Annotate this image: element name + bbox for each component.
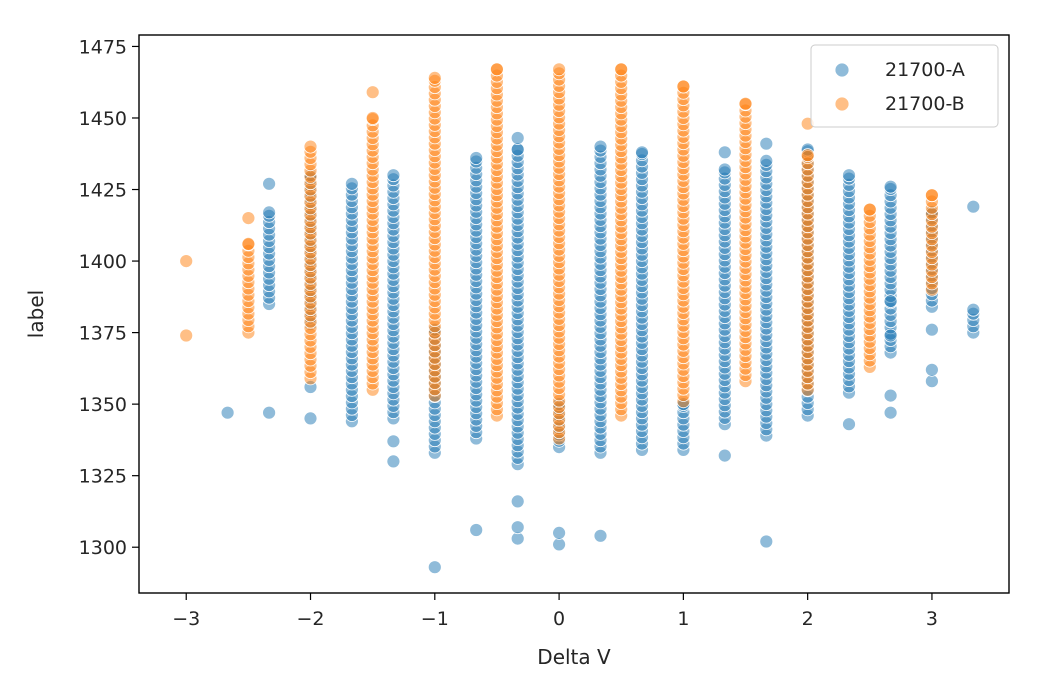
data-point <box>365 111 380 125</box>
data-point <box>966 302 981 317</box>
data-point <box>241 236 256 251</box>
data-point <box>262 176 277 191</box>
data-point <box>552 62 566 77</box>
data-point <box>883 328 898 343</box>
x-tick-label: −1 <box>421 608 449 630</box>
data-point <box>552 537 566 552</box>
data-point <box>427 71 442 85</box>
data-point <box>800 148 815 163</box>
x-tick-label: 2 <box>802 608 814 630</box>
data-point <box>717 448 732 463</box>
data-point <box>759 153 774 168</box>
y-axis-title: label <box>24 290 48 338</box>
data-point <box>676 79 691 94</box>
legend-marker-21700-A <box>834 62 850 78</box>
data-point <box>883 405 898 420</box>
y-axis: 1300 1325 1350 1375 1400 1425 1450 1475 <box>79 36 139 559</box>
data-point <box>365 85 380 100</box>
data-point <box>262 205 277 220</box>
data-point <box>635 145 649 160</box>
y-tick-label: 1350 <box>79 394 127 416</box>
data-point <box>925 362 939 377</box>
data-point <box>262 405 277 420</box>
x-tick-label: 3 <box>926 608 938 630</box>
data-point <box>241 211 256 226</box>
data-point <box>552 526 566 540</box>
data-point <box>614 62 629 77</box>
y-tick-label: 1400 <box>79 251 127 273</box>
legend: 21700-A 21700-B <box>810 44 999 128</box>
data-point <box>179 328 194 343</box>
x-tick-label: 1 <box>677 608 689 630</box>
data-point <box>966 199 981 214</box>
data-point <box>759 534 774 549</box>
y-tick-label: 1300 <box>79 537 127 559</box>
data-point <box>717 162 732 177</box>
data-point <box>510 494 525 509</box>
data-point <box>738 96 753 111</box>
data-point <box>220 405 235 420</box>
series-21700-B <box>179 62 939 446</box>
data-point <box>510 520 525 535</box>
data-point <box>303 411 318 426</box>
data-point <box>883 179 898 194</box>
data-point <box>842 168 856 183</box>
data-point <box>925 188 939 203</box>
legend-marker-21700-B <box>834 96 850 112</box>
x-tick-label: 0 <box>553 608 565 630</box>
data-point <box>303 139 318 154</box>
data-point <box>386 434 401 449</box>
data-point <box>469 151 484 165</box>
y-tick-label: 1425 <box>79 180 127 202</box>
x-axis-title: Delta V <box>537 645 611 669</box>
data-point <box>759 136 774 151</box>
data-point <box>489 62 504 77</box>
x-axis: −3 −2 −1 0 1 2 3 <box>172 593 938 630</box>
data-point <box>386 454 401 469</box>
plot-frame <box>138 34 1010 594</box>
data-point <box>386 168 401 183</box>
data-point <box>344 176 359 191</box>
y-tick-label: 1375 <box>79 323 127 345</box>
data-point <box>593 528 608 543</box>
data-point <box>883 388 898 403</box>
legend-label-21700-A: 21700-A <box>885 59 965 81</box>
data-point <box>842 417 856 432</box>
data-point <box>510 142 525 157</box>
data-point <box>717 145 732 160</box>
y-tick-label: 1325 <box>79 466 127 488</box>
data-point <box>469 523 484 537</box>
points-layer <box>179 62 981 575</box>
data-point <box>427 560 442 575</box>
x-tick-label: −2 <box>297 608 325 630</box>
y-tick-label: 1475 <box>79 36 127 58</box>
data-point <box>593 139 608 154</box>
y-tick-label: 1450 <box>79 108 127 130</box>
data-point <box>510 131 525 145</box>
data-point <box>179 254 194 269</box>
data-point <box>862 202 877 217</box>
data-point <box>883 294 898 309</box>
legend-label-21700-B: 21700-B <box>885 93 965 115</box>
data-point <box>925 322 939 337</box>
legend-box <box>810 44 999 128</box>
x-tick-label: −3 <box>172 608 200 630</box>
